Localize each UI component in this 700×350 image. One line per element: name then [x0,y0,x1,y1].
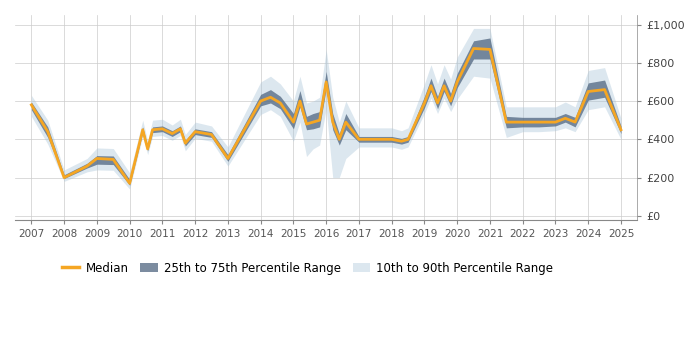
Legend: Median, 25th to 75th Percentile Range, 10th to 90th Percentile Range: Median, 25th to 75th Percentile Range, 1… [57,257,558,279]
